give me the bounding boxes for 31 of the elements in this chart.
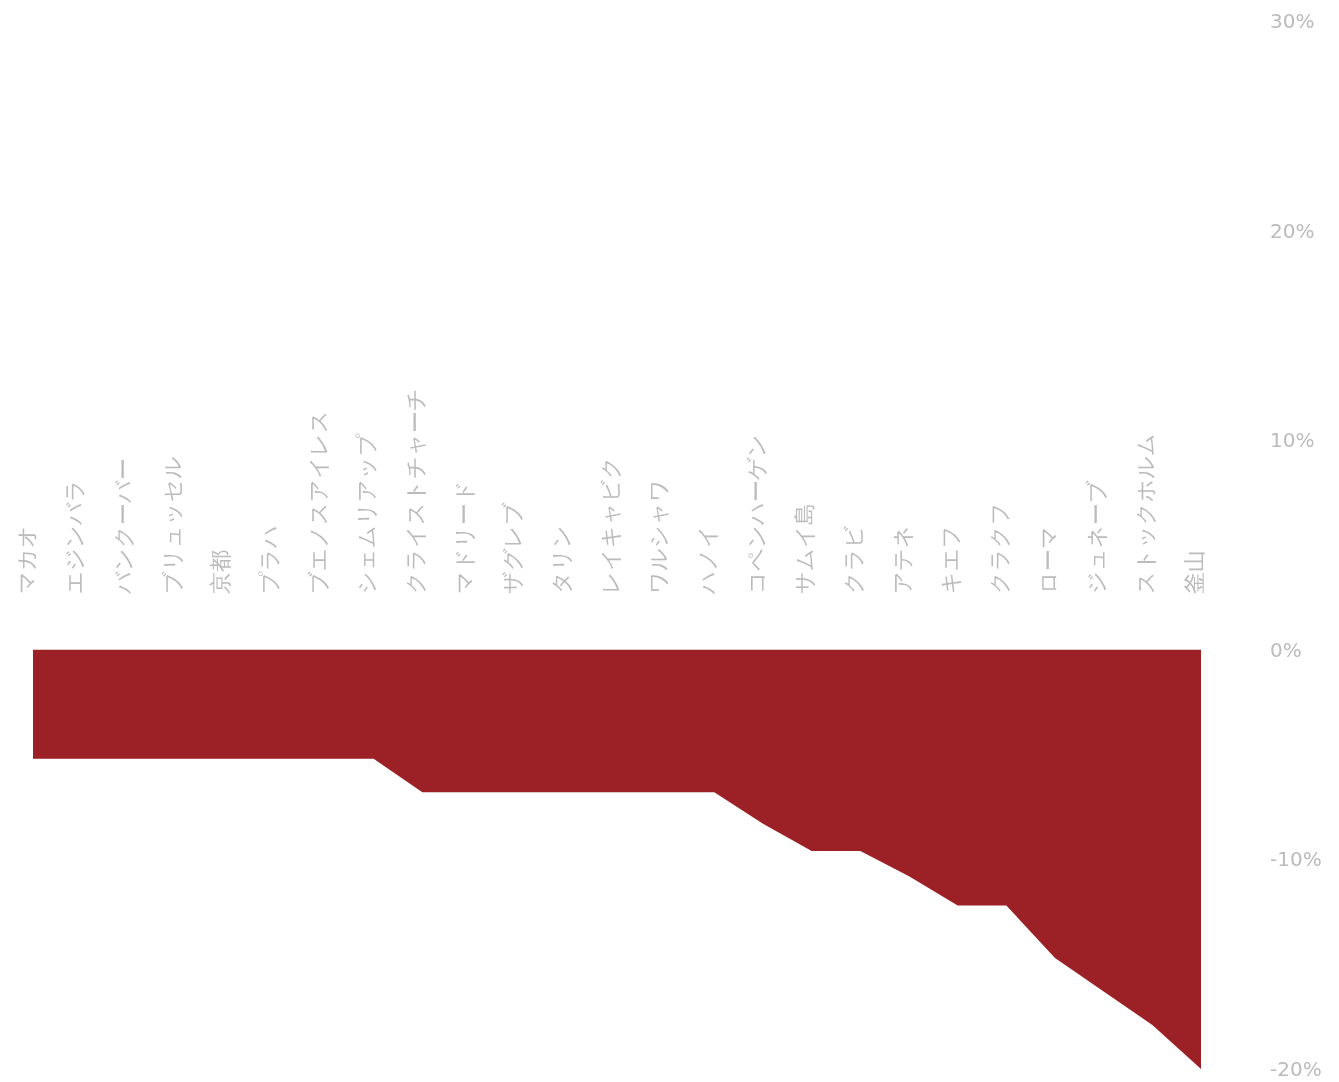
x-tick-label: コペンハーゲン	[743, 433, 769, 594]
x-tick-label: プラハ	[256, 524, 282, 594]
y-tick-label: 0%	[1270, 637, 1302, 662]
y-tick-label: 20%	[1270, 218, 1315, 243]
x-tick-label: マドリード	[451, 479, 477, 594]
x-tick-label: タリン	[548, 524, 574, 594]
x-tick-label: クラクフ	[986, 501, 1012, 594]
x-tick-label: エジンバラ	[62, 478, 88, 594]
y-tick-label: -20%	[1270, 1057, 1322, 1081]
x-tick-label: 釜山	[1181, 549, 1207, 594]
x-tick-label: ローマ	[1035, 525, 1061, 594]
x-tick-label: ブエノスアイレス	[305, 409, 331, 594]
x-tick-label: アテネ	[889, 524, 915, 594]
x-tick-label: ハノイ	[694, 524, 720, 595]
x-tick-label: ブリュッセル	[159, 455, 185, 594]
x-tick-label: クライストチャーチ	[402, 387, 428, 594]
x-tick-label: レイキャビク	[597, 455, 623, 594]
y-tick-label: 10%	[1270, 428, 1315, 453]
x-tick-label: マカオ	[13, 524, 39, 594]
x-tick-label: ストックホルム	[1132, 432, 1158, 594]
x-tick-label: サムイ島	[792, 502, 818, 594]
x-tick-label: クラビ	[840, 524, 866, 594]
y-tick-label: 30%	[1270, 9, 1315, 33]
x-tick-label: バンクーバー	[110, 457, 136, 595]
x-tick-label: ザグレブ	[500, 501, 526, 594]
x-tick-label: 京都	[208, 549, 234, 594]
x-tick-label: ワルシャワ	[646, 478, 672, 594]
x-tick-label: ジュネーブ	[1084, 479, 1110, 594]
x-tick-label: シェムリアップ	[354, 432, 380, 594]
x-tick-label: キエフ	[938, 524, 964, 594]
y-tick-label: -10%	[1270, 847, 1322, 872]
